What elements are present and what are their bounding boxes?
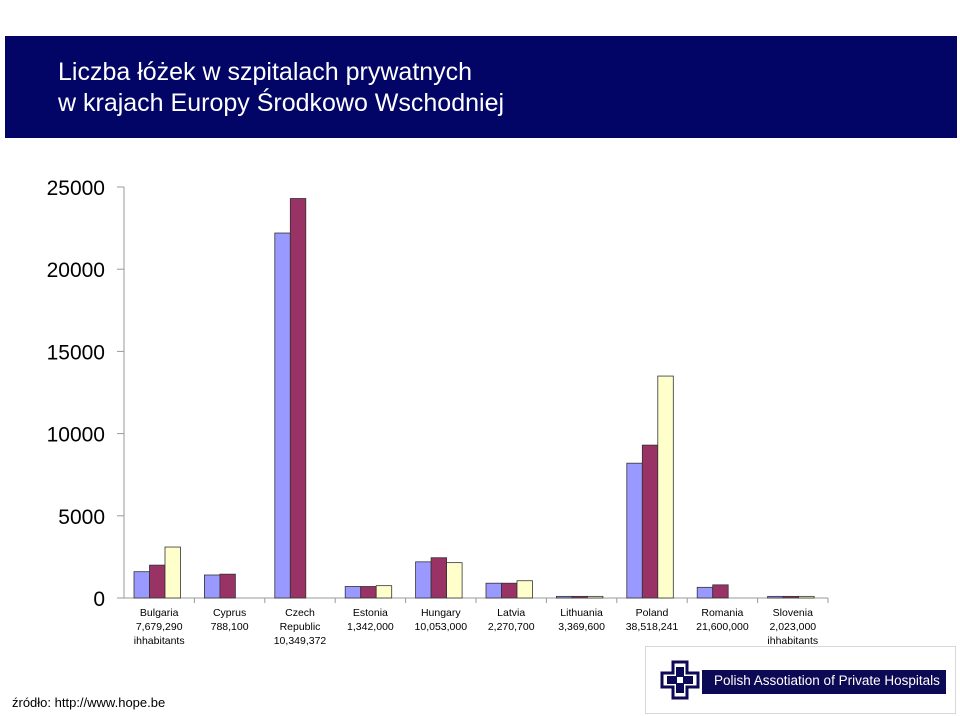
bar-3-1	[360, 586, 377, 599]
bar-5-2	[516, 580, 533, 599]
x-tick-label: Lithuania	[560, 607, 603, 619]
bar-0-2	[164, 546, 181, 599]
bar-1-1	[219, 573, 236, 599]
y-tick-label: 5000	[58, 506, 105, 529]
bar-0-0	[133, 571, 150, 599]
logo-band	[702, 670, 946, 694]
bar-7-2	[657, 375, 674, 599]
x-tick-label: Republic	[280, 621, 321, 633]
x-tick-label: Czech	[285, 607, 315, 619]
x-tick-label: 10,349,372	[274, 635, 327, 647]
bar-9-1	[782, 595, 799, 599]
x-tick-label: 788,100	[211, 621, 249, 633]
x-tick-label: 7,679,290	[136, 621, 183, 633]
bar-8-0	[696, 586, 714, 599]
bar-2-1	[289, 198, 307, 599]
chart-title-line-1: Liczba łóżek w szpitalach prywatnych	[58, 58, 473, 86]
bar-0-1	[149, 564, 166, 599]
chart-title-line-2: w krajach Europy Środkowo Wschodniej	[58, 89, 505, 117]
bar-6-0	[556, 595, 573, 599]
x-tick-label: 3,369,600	[558, 621, 605, 633]
y-tick-label: 25000	[47, 177, 105, 200]
bar-4-1	[430, 557, 448, 599]
bar-9-0	[767, 595, 784, 599]
x-tick-label: Bulgaria	[140, 607, 179, 619]
bar-1-0	[203, 574, 221, 599]
y-tick-label: 15000	[47, 341, 105, 364]
bar-5-0	[485, 582, 502, 599]
x-tick-label: Latvia	[497, 607, 525, 619]
x-tick-label: 21,600,000	[696, 621, 749, 633]
logo-text: Polish Assotiation of Private Hospitals	[714, 673, 940, 688]
bar-7-1	[641, 444, 659, 599]
bar-6-1	[571, 595, 588, 599]
x-tick-label: Romania	[701, 607, 743, 619]
bar-4-0	[415, 561, 432, 599]
x-tick-label: 38,518,241	[626, 621, 679, 633]
cross-logo-icon	[660, 660, 700, 700]
y-tick-label: 20000	[47, 259, 105, 282]
bar-3-0	[344, 586, 362, 599]
title-banner	[5, 36, 957, 138]
x-tick-label: ihhabitants	[134, 635, 185, 647]
x-tick-label: Hungary	[421, 607, 461, 619]
y-tick-label: 10000	[47, 424, 105, 447]
x-tick-label: 2,270,700	[488, 621, 535, 633]
x-tick-label: Estonia	[353, 607, 388, 619]
bar-8-1	[712, 584, 729, 599]
x-tick-label: 10,053,000	[415, 621, 468, 633]
bar-3-2	[375, 585, 393, 599]
x-tick-label: Cyprus	[213, 607, 246, 619]
bar-2-0	[274, 232, 291, 599]
x-tick-label: 2,023,000	[769, 621, 816, 633]
bar-7-0	[626, 462, 643, 599]
source-note: źródło: http://www.hope.be	[12, 695, 166, 710]
x-tick-label: Slovenia	[773, 607, 813, 619]
x-tick-label: 1,342,000	[347, 621, 394, 633]
x-tick-label: Poland	[636, 607, 669, 619]
bar-5-1	[501, 582, 518, 599]
y-tick-label: 0	[93, 588, 105, 611]
bar-6-2	[587, 595, 604, 599]
bar-4-2	[446, 562, 463, 599]
bar-9-2	[798, 595, 815, 599]
x-tick-label: ihhabitants	[767, 635, 818, 647]
